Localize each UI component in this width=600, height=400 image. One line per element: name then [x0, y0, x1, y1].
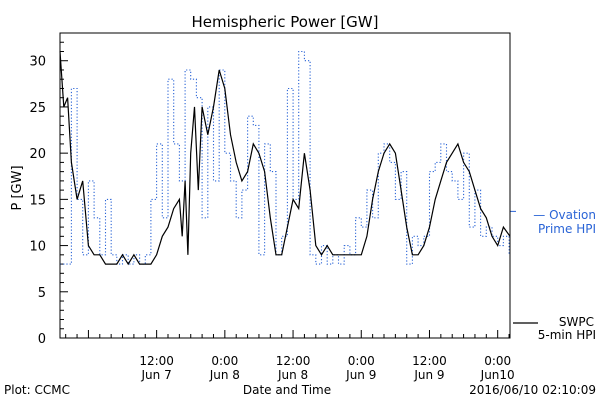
x-tick-date-label: Jun 7 [141, 368, 172, 382]
footer-timestamp: 2016/06/10 02:10:09 [469, 383, 596, 397]
x-tick-date-label: Jun 8 [277, 368, 308, 382]
footer-credit: Plot: CCMC [4, 383, 70, 397]
legend-swpc-label-line2: 5-min HPI [538, 328, 596, 342]
legend-swpc: SWPC 5-min HPI [513, 315, 596, 342]
y-tick-label: 25 [29, 101, 46, 116]
series-swpc-line [59, 51, 511, 266]
y-tick-label: 10 [29, 240, 46, 255]
legend-ovation-label-line2: Prime HPI [538, 222, 596, 236]
x-tick-date-label: Jun 9 [345, 368, 376, 382]
y-tick-label: 20 [29, 147, 46, 162]
y-axis-label: P [GW] [10, 165, 25, 210]
x-tick-time-label: 12:00 [412, 354, 447, 368]
y-tick-label: 30 [29, 55, 46, 70]
y-tick-label: 0 [38, 332, 46, 347]
x-tick-date-label: Jun 9 [413, 368, 444, 382]
x-axis-label: Date and Time [243, 383, 331, 397]
series-ovation-prime-line [60, 50, 510, 265]
x-tick-time-label: 0:00 [211, 354, 238, 368]
x-tick-time-label: 12:00 [276, 354, 311, 368]
x-tick-date-label: Jun10 [480, 368, 515, 382]
plot-frame [59, 32, 511, 339]
x-tick-time-label: 12:00 [139, 354, 174, 368]
legend-swpc-label-line1: SWPC [559, 315, 594, 329]
y-tick-label: 15 [29, 193, 46, 208]
series-layer [59, 50, 516, 266]
y-axis: 0 5 10 15 20 25 30 [29, 32, 68, 347]
x-tick-date-label: Jun 8 [209, 368, 240, 382]
x-tick-time-label: 0:00 [348, 354, 375, 368]
y-tick-label: 5 [38, 286, 46, 301]
legend-ovation-label-line1: — Ovation [533, 208, 596, 222]
chart-title: Hemispheric Power [GW] [192, 13, 379, 31]
legend-ovation-prime: — Ovation Prime HPI [533, 208, 596, 236]
x-tick-time-label: 0:00 [484, 354, 511, 368]
